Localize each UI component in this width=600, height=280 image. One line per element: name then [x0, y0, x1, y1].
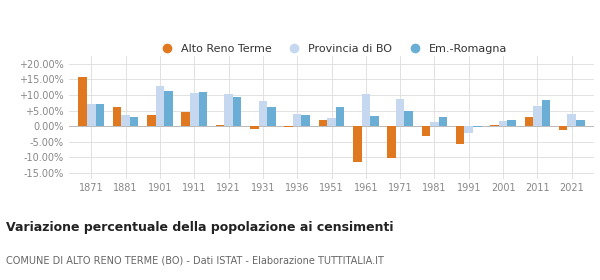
- Bar: [499, 121, 508, 126]
- Bar: [293, 114, 301, 126]
- Bar: [233, 97, 241, 126]
- Bar: [576, 120, 584, 126]
- Bar: [542, 100, 550, 126]
- Bar: [147, 115, 155, 126]
- Bar: [121, 115, 130, 126]
- Text: Variazione percentuale della popolazione ai censimenti: Variazione percentuale della popolazione…: [6, 221, 394, 234]
- Bar: [155, 86, 164, 126]
- Bar: [87, 104, 95, 126]
- Bar: [259, 101, 267, 126]
- Bar: [533, 106, 542, 126]
- Bar: [464, 126, 473, 133]
- Bar: [327, 118, 336, 126]
- Bar: [79, 77, 87, 126]
- Bar: [250, 126, 259, 129]
- Bar: [95, 104, 104, 126]
- Bar: [319, 120, 327, 126]
- Bar: [396, 99, 404, 126]
- Bar: [190, 94, 199, 126]
- Bar: [370, 116, 379, 126]
- Text: COMUNE DI ALTO RENO TERME (BO) - Dati ISTAT - Elaborazione TUTTITALIA.IT: COMUNE DI ALTO RENO TERME (BO) - Dati IS…: [6, 255, 384, 265]
- Bar: [267, 107, 276, 126]
- Bar: [164, 91, 173, 126]
- Bar: [301, 115, 310, 126]
- Bar: [430, 122, 439, 126]
- Bar: [473, 126, 482, 127]
- Bar: [284, 126, 293, 127]
- Bar: [199, 92, 207, 126]
- Bar: [508, 120, 516, 126]
- Bar: [524, 116, 533, 126]
- Bar: [130, 117, 139, 126]
- Bar: [387, 126, 396, 158]
- Bar: [353, 126, 362, 162]
- Bar: [336, 107, 344, 126]
- Bar: [215, 125, 224, 126]
- Legend: Alto Reno Terme, Provincia di BO, Em.-Romagna: Alto Reno Terme, Provincia di BO, Em.-Ro…: [151, 39, 512, 58]
- Bar: [490, 125, 499, 126]
- Bar: [224, 94, 233, 126]
- Bar: [568, 114, 576, 126]
- Bar: [422, 126, 430, 136]
- Bar: [439, 117, 448, 126]
- Bar: [456, 126, 464, 144]
- Bar: [181, 112, 190, 126]
- Bar: [559, 126, 568, 130]
- Bar: [404, 111, 413, 126]
- Bar: [113, 107, 121, 126]
- Bar: [362, 94, 370, 126]
